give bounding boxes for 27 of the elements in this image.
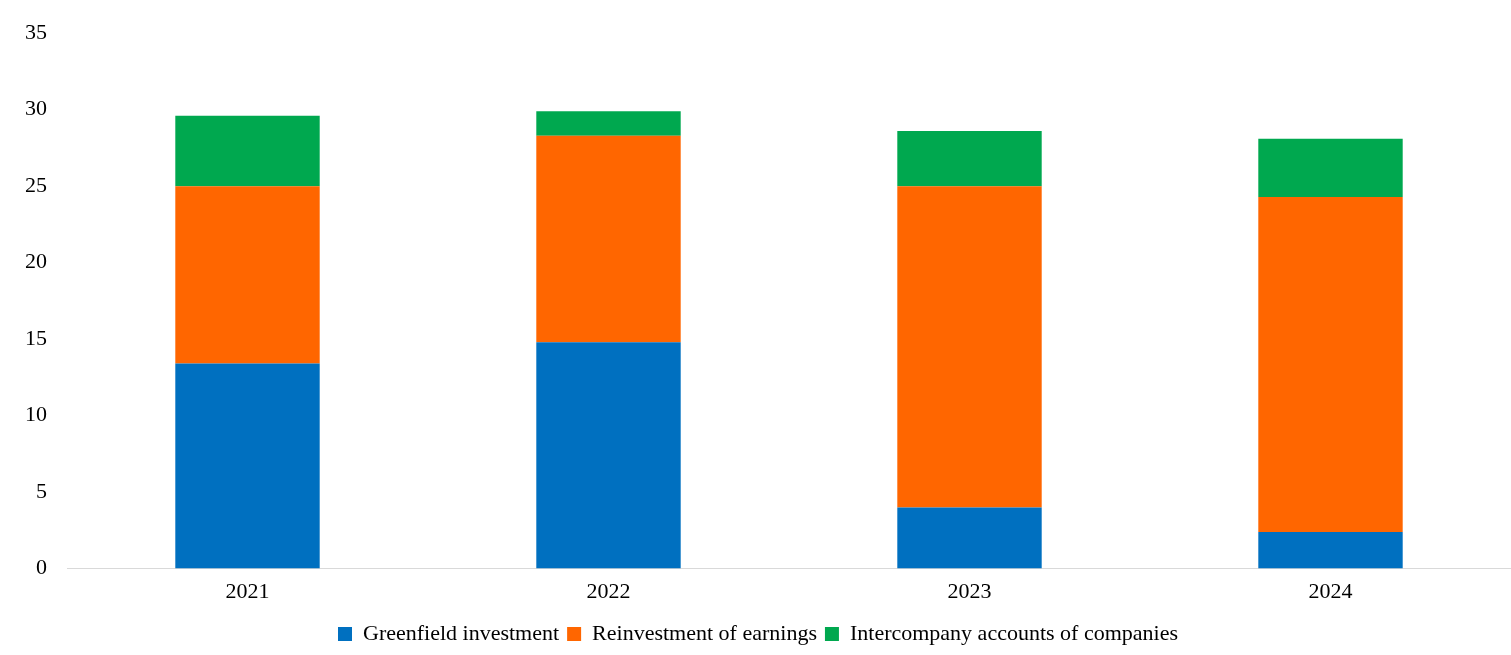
legend-label: Reinvestment of earnings bbox=[592, 619, 817, 645]
y-tick-label: 35 bbox=[25, 18, 47, 44]
bar bbox=[536, 111, 681, 136]
legend-label: Intercompany accounts of companies bbox=[849, 619, 1178, 645]
bar bbox=[536, 135, 681, 343]
bar bbox=[175, 115, 320, 187]
legend-label: Greenfield investment bbox=[363, 619, 560, 645]
x-tick-label: 2021 bbox=[225, 577, 270, 603]
y-tick-label: 20 bbox=[25, 248, 47, 274]
x-tick-label: 2024 bbox=[1308, 577, 1353, 603]
y-tick-label: 15 bbox=[25, 324, 47, 350]
bar bbox=[175, 363, 320, 569]
bar bbox=[897, 507, 1042, 569]
bar bbox=[1258, 531, 1403, 569]
y-tick-label: 10 bbox=[25, 401, 47, 427]
bar bbox=[536, 342, 681, 569]
x-tick-label: 2023 bbox=[947, 577, 992, 603]
x-tick-label: 2022 bbox=[586, 577, 631, 603]
bar bbox=[897, 186, 1042, 508]
y-tick-label: 0 bbox=[36, 554, 47, 580]
y-tick-label: 5 bbox=[36, 477, 47, 503]
bar bbox=[175, 186, 320, 364]
y-tick-label: 30 bbox=[25, 95, 47, 121]
y-tick-label: 25 bbox=[25, 171, 47, 197]
bar bbox=[1258, 196, 1403, 532]
bar bbox=[897, 131, 1042, 187]
bar bbox=[1258, 138, 1403, 197]
